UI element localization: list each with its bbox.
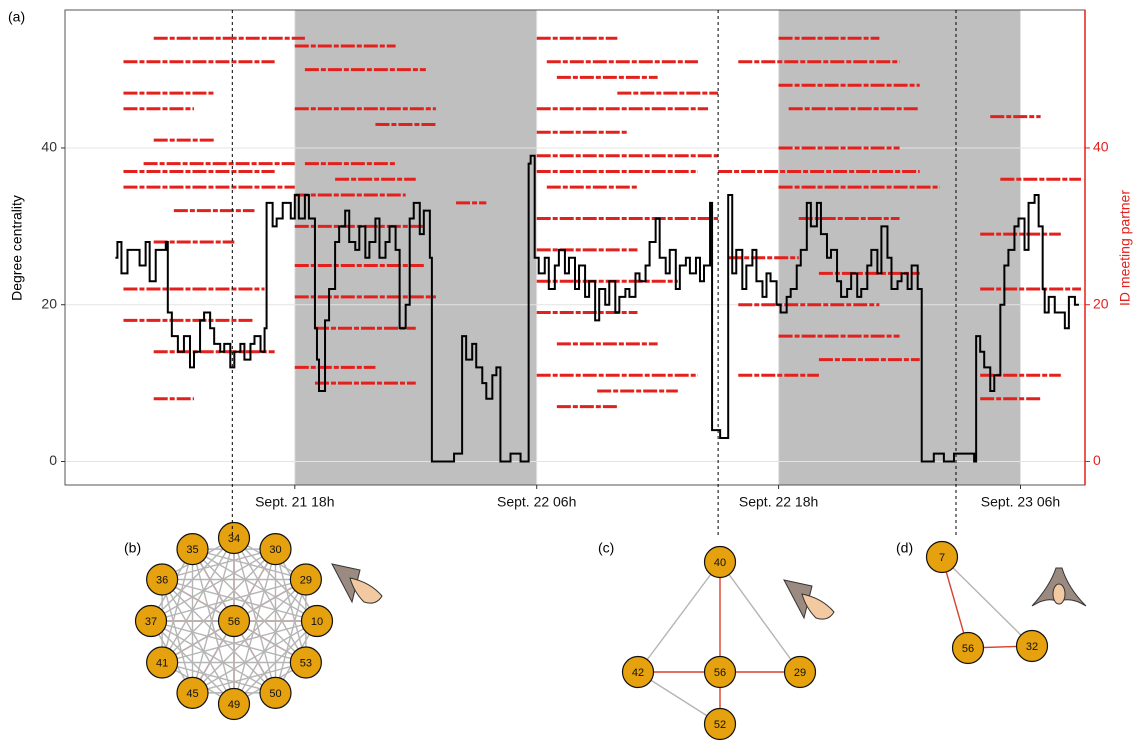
network-edge: [192, 548, 318, 622]
network-edge: [191, 548, 235, 705]
network-node: [176, 533, 209, 566]
network-node: [146, 563, 179, 596]
panel-label: (a): [8, 9, 25, 25]
panel-label: (c): [598, 540, 614, 556]
node-label: 32: [1026, 641, 1038, 653]
x-tick-label: Sept. 22 06h: [497, 494, 576, 510]
network-edge: [637, 671, 721, 725]
bat-icons: [331, 563, 1087, 620]
network-edge: [192, 579, 307, 694]
network-edge: [161, 579, 194, 694]
y2-tick-label: 40: [1093, 139, 1109, 155]
network-node: [925, 540, 959, 574]
node-label: 10: [311, 616, 323, 628]
network-edge: [941, 556, 1033, 647]
y-tick-label: 20: [41, 295, 57, 311]
node-label: 35: [186, 544, 198, 556]
network-node: [703, 655, 737, 689]
node-label: 53: [300, 657, 312, 669]
network-edge: [192, 548, 307, 581]
network-edge: [637, 561, 721, 673]
network-node: [146, 646, 179, 679]
panel-label: (b): [124, 540, 141, 556]
node-label: 50: [269, 688, 281, 700]
network-node: [1015, 629, 1049, 663]
network-node: [300, 604, 334, 638]
node-label: 56: [962, 643, 974, 655]
network-edge: [150, 578, 307, 622]
node-label: 49: [228, 699, 240, 711]
network-edge: [161, 548, 276, 663]
network: (c) 40 42 56 29 52: [598, 540, 817, 741]
network-node: [217, 687, 251, 721]
network-node: [951, 631, 985, 665]
node-label: 56: [714, 667, 726, 679]
network-edge: [161, 579, 235, 705]
network-node: [703, 545, 737, 579]
network-edge: [161, 548, 194, 663]
x-tick-label: Sept. 22 18h: [739, 494, 818, 510]
network-node: [176, 676, 209, 709]
y-tick-label: 40: [41, 139, 57, 155]
night-shading: [778, 10, 1021, 485]
node-label: 52: [714, 719, 726, 731]
network: (d) 7 56 32: [896, 540, 1049, 665]
panel-label: (d): [896, 540, 913, 556]
network-edge: [161, 579, 276, 694]
node-label: 29: [300, 574, 312, 586]
network-edge: [233, 548, 277, 705]
network-edge: [161, 620, 318, 664]
network-node: [259, 676, 292, 709]
y2-axis-label: ID meeting partner: [1117, 190, 1133, 306]
node-label: 34: [228, 533, 240, 545]
network-edge: [161, 578, 318, 622]
y2-tick-label: 20: [1093, 295, 1109, 311]
network-node: [217, 521, 251, 555]
network-node: [259, 533, 292, 566]
x-tick-label: Sept. 21 18h: [255, 494, 334, 510]
network-edge: [150, 620, 276, 694]
network-node: [289, 563, 322, 596]
y-axis-label: Degree centrality: [9, 195, 25, 301]
x-tick-label: Sept. 23 06h: [981, 494, 1060, 510]
network-node: [134, 604, 168, 638]
bat-icon: [1031, 567, 1087, 607]
node-label: 45: [186, 688, 198, 700]
node-label: 42: [632, 667, 644, 679]
network: (b) 56 34 30 29 10 53 50 49 45 41 37 36 35: [124, 521, 334, 721]
network-node: [783, 655, 817, 689]
network-node: [621, 655, 655, 689]
network-node: [217, 604, 251, 638]
node-label: 56: [228, 616, 240, 628]
y-tick-label: 0: [49, 452, 57, 468]
node-label: 30: [269, 544, 281, 556]
network-node: [289, 646, 322, 679]
network-edge: [192, 548, 307, 663]
bat-icon: [783, 579, 835, 620]
y2-tick-label: 0: [1093, 452, 1101, 468]
network-node: [703, 707, 737, 741]
node-label: 7: [939, 552, 945, 564]
node-label: 29: [794, 667, 806, 679]
node-label: 40: [714, 557, 726, 569]
node-label: 36: [156, 574, 168, 586]
node-label: 37: [145, 616, 157, 628]
network-edge: [191, 537, 235, 694]
network-edge: [150, 620, 307, 664]
degree-line: [115, 154, 1079, 463]
node-label: 41: [156, 657, 168, 669]
network-edge: [719, 561, 801, 673]
network-edge: [233, 537, 277, 694]
bat-icon: [331, 563, 383, 604]
